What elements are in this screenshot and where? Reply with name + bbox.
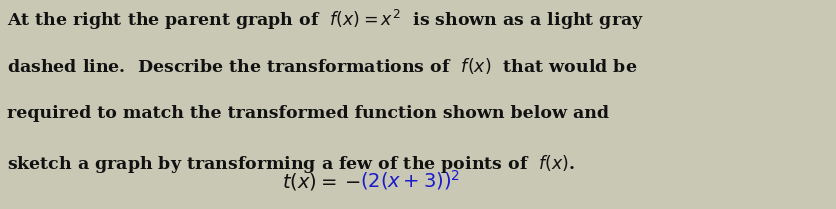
Text: $t(x) = -$: $t(x) = -$ xyxy=(281,171,359,192)
Text: dashed line.  Describe the transformations of  $f(x)$  that would be: dashed line. Describe the transformation… xyxy=(7,56,636,76)
Text: At the right the parent graph of  $f(x) = x^2$  is shown as a light gray: At the right the parent graph of $f(x) =… xyxy=(7,8,643,32)
Text: $(2(x+3))^2$: $(2(x+3))^2$ xyxy=(359,168,460,192)
Text: sketch a graph by transforming a few of the points of  $f(x)$.: sketch a graph by transforming a few of … xyxy=(7,153,574,175)
Text: required to match the transformed function shown below and: required to match the transformed functi… xyxy=(7,104,608,121)
